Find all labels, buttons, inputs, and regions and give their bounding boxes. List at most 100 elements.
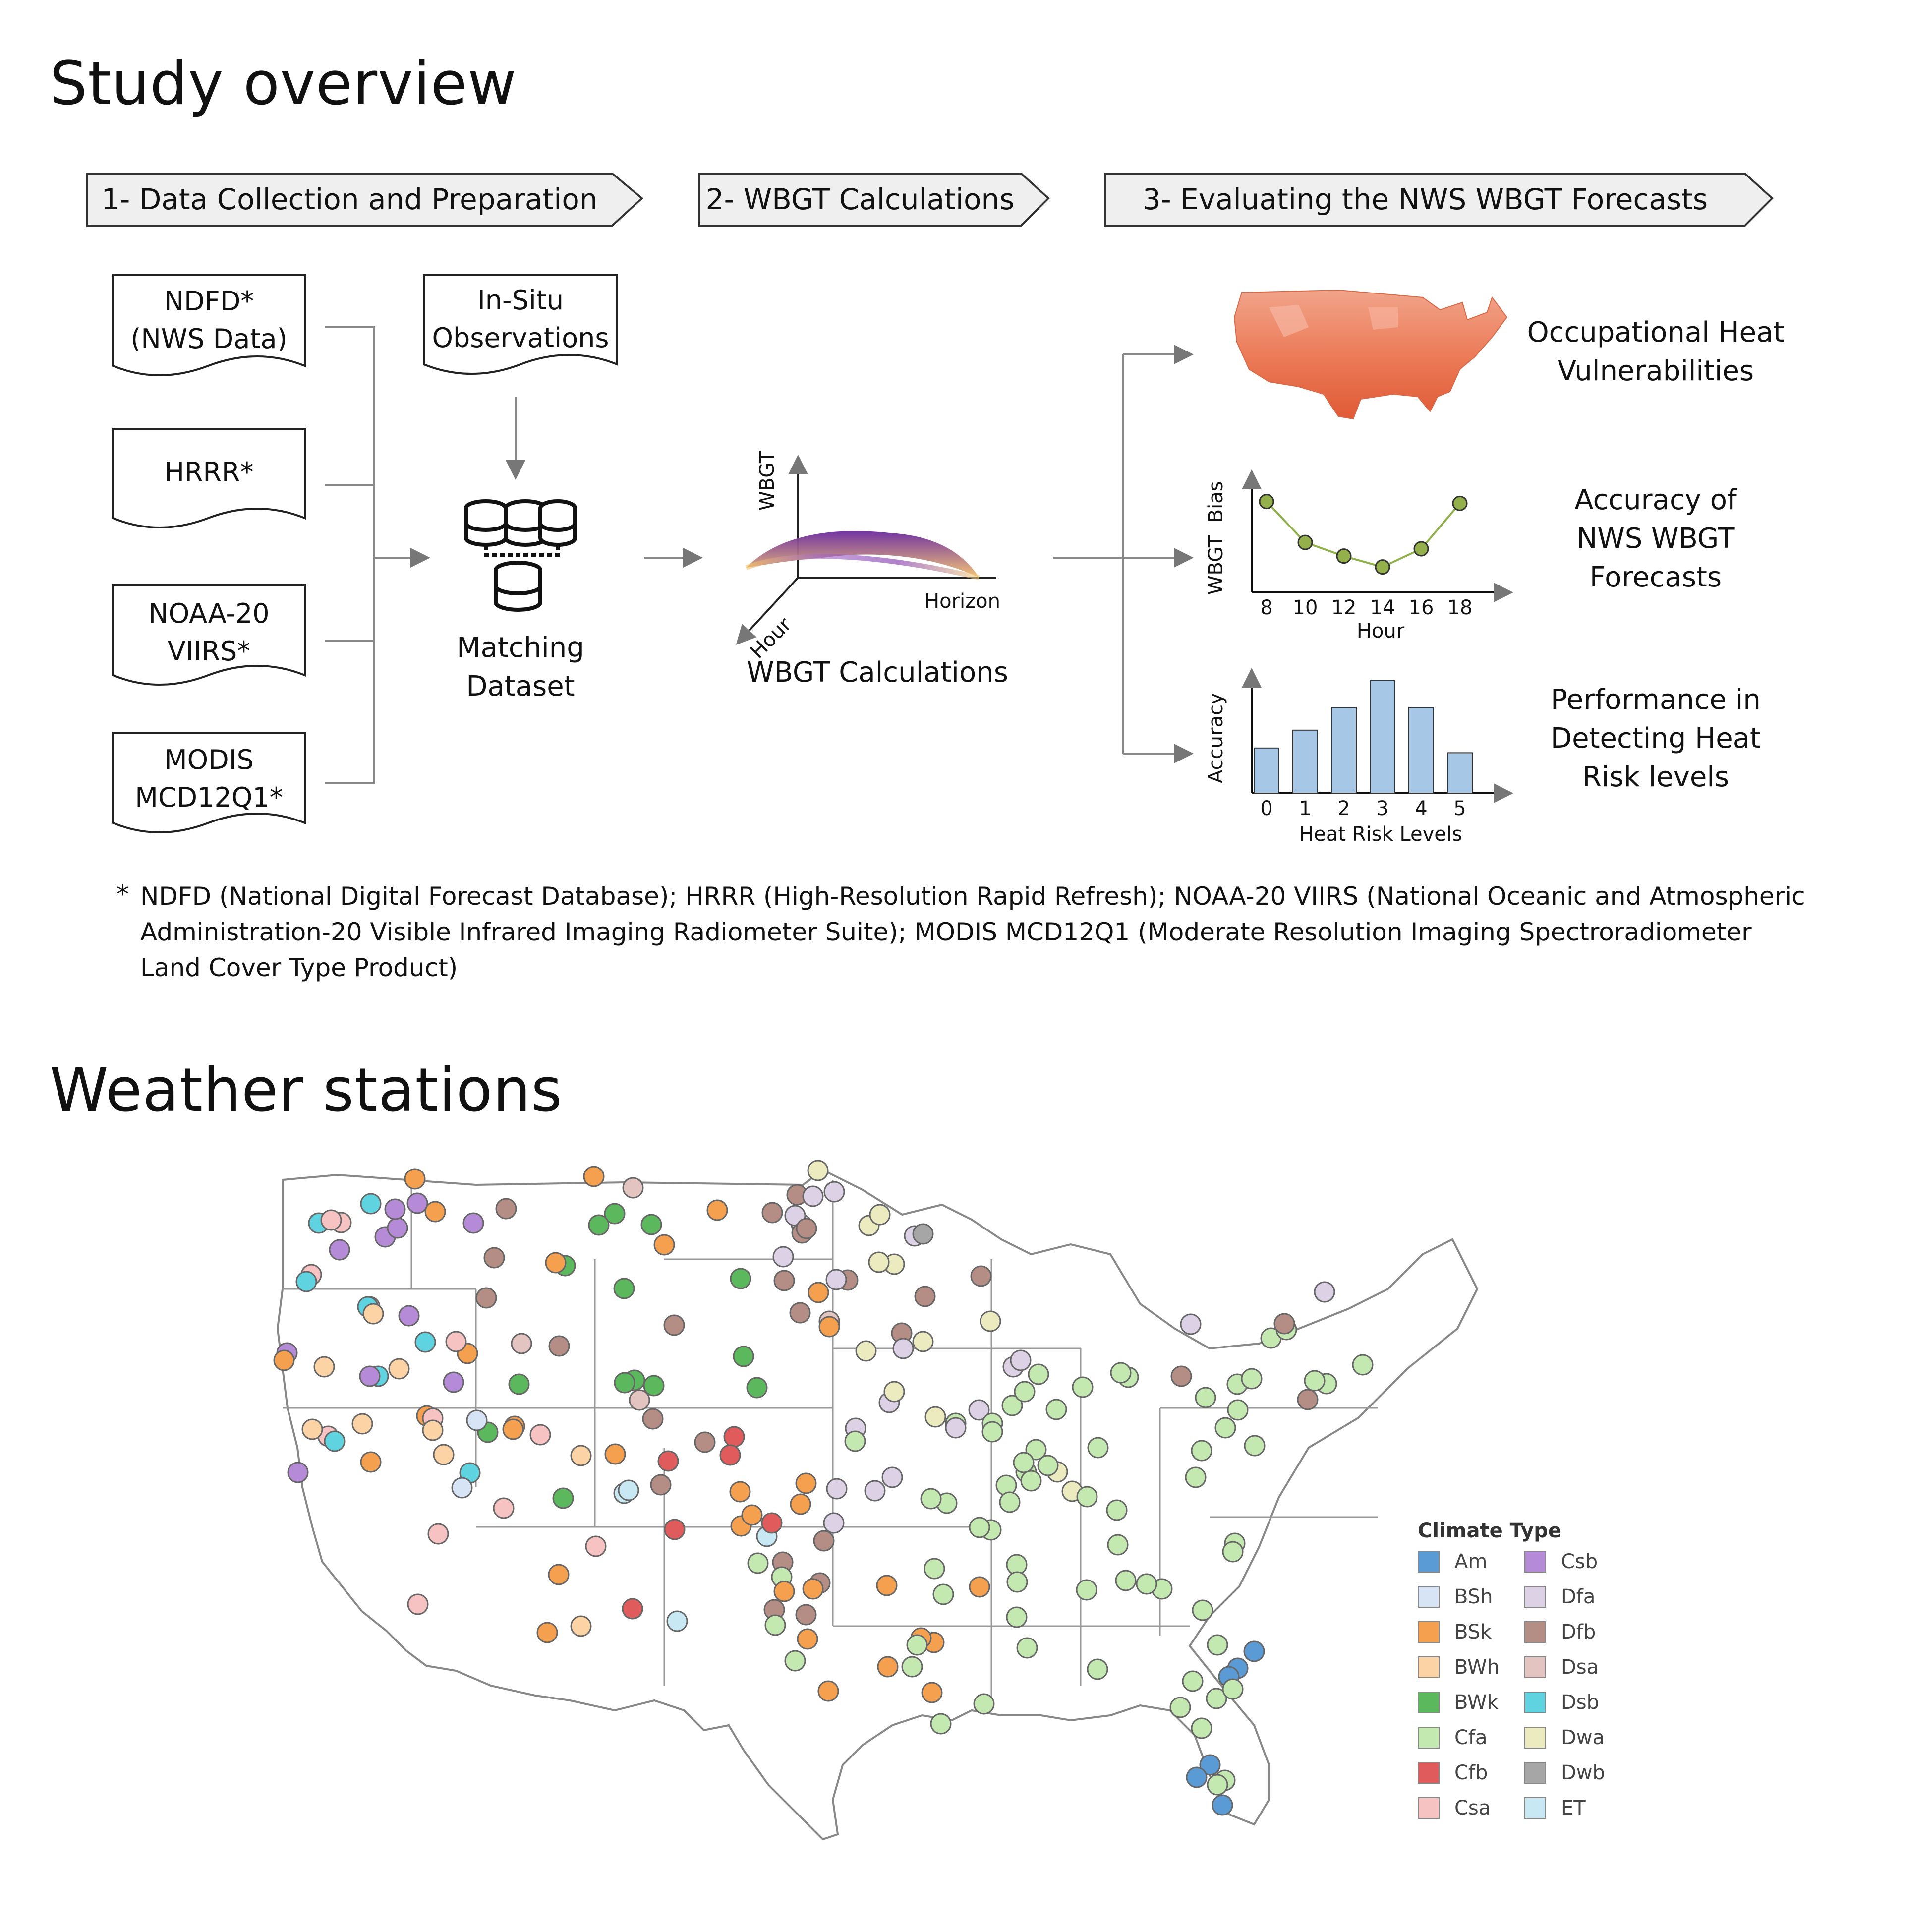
station-marker (585, 1535, 607, 1557)
station-marker (443, 1371, 464, 1393)
bias-chart-marks (1259, 494, 1468, 575)
legend-item: Dsb (1524, 1691, 1599, 1714)
station-marker (614, 1372, 635, 1394)
legend-item: Csa (1418, 1797, 1491, 1819)
source-insitu-line2: Observations (432, 322, 609, 353)
source-modis-detail: MCD12Q1* (135, 782, 283, 813)
station-marker (445, 1331, 467, 1352)
station-marker (981, 1421, 1003, 1443)
station-marker (273, 1349, 295, 1371)
station-marker (618, 1479, 639, 1501)
source-insitu: In-Situ Observations (424, 282, 617, 357)
legend-label: ET (1561, 1797, 1586, 1819)
accuracy-bar (1292, 729, 1318, 794)
bias-tick-label: 12 (1331, 596, 1357, 619)
station-marker (384, 1198, 406, 1220)
output-2-line2: NWS WBGT (1576, 523, 1735, 555)
wbgt-axis-y-label: WBGT (756, 451, 779, 511)
legend-item: Cfb (1418, 1761, 1488, 1784)
legend-title: Climate Type (1418, 1520, 1561, 1542)
station-marker (1191, 1440, 1212, 1462)
station-marker (920, 1488, 942, 1510)
legend-label: Csa (1454, 1797, 1491, 1819)
station-marker (1076, 1486, 1098, 1508)
legend-item: BWh (1418, 1656, 1500, 1679)
legend-swatch (1418, 1586, 1440, 1608)
station-marker (324, 1430, 346, 1452)
legend-swatch (1524, 1797, 1546, 1819)
station-marker (301, 1418, 323, 1440)
station-marker (404, 1168, 426, 1190)
station-marker (622, 1598, 643, 1620)
bias-tick-label: 18 (1447, 596, 1473, 619)
accuracy-tick-label: 4 (1415, 797, 1428, 820)
station-marker (844, 1430, 866, 1452)
station-marker (1006, 1571, 1028, 1593)
station-marker (823, 1181, 845, 1203)
station-marker (388, 1358, 410, 1380)
station-marker (973, 1693, 995, 1715)
station-marker (694, 1431, 716, 1453)
output-2-line1: Accuracy of (1574, 484, 1737, 516)
station-marker (495, 1198, 517, 1220)
station-marker (1192, 1599, 1213, 1621)
legend-item: BSk (1418, 1621, 1492, 1643)
station-marker (906, 1634, 928, 1656)
station-marker (1195, 1387, 1216, 1408)
station-marker (642, 1408, 664, 1430)
station-marker (773, 1581, 795, 1602)
station-marker (657, 1450, 679, 1472)
legend-swatch (1418, 1797, 1440, 1819)
station-marker (1045, 1399, 1067, 1420)
legend-swatch (1524, 1727, 1546, 1749)
station-marker (570, 1445, 592, 1466)
bias-line (1266, 501, 1461, 568)
accuracy-chart-marks (1254, 680, 1473, 794)
legend-label: Dwa (1561, 1726, 1605, 1749)
legend-label: BWh (1454, 1656, 1500, 1679)
station-marker (545, 1252, 567, 1274)
station-marker (1186, 1766, 1208, 1788)
accuracy-bar (1408, 707, 1434, 794)
stage-2-label: 2- WBGT Calculations (705, 182, 1015, 216)
station-marker (360, 1451, 382, 1473)
legend-item: Dfb (1524, 1621, 1596, 1643)
footnote-line2: Administration-20 Visible Infrared Imagi… (140, 918, 1752, 946)
station-marker (1013, 1452, 1035, 1473)
source-ndfd-name: NDFD* (164, 286, 254, 317)
station-marker (1115, 1570, 1137, 1591)
station-marker (329, 1239, 350, 1261)
legend-item: Dfa (1524, 1585, 1595, 1608)
bias-point (1336, 548, 1352, 564)
station-marker (706, 1199, 728, 1221)
accuracy-tick-label: 0 (1260, 797, 1273, 820)
station-marker (313, 1356, 335, 1378)
station-marker (921, 1682, 943, 1703)
station-marker (789, 1302, 811, 1324)
legend-swatch (1524, 1621, 1546, 1643)
station-marker (493, 1497, 515, 1519)
station-marker (414, 1331, 436, 1353)
footnote-line1: NDFD (National Digital Forecast Database… (140, 882, 1805, 911)
accuracy-bar (1370, 680, 1395, 794)
station-marker (1212, 1794, 1233, 1816)
source-insitu-line1: In-Situ (477, 285, 564, 316)
bias-chart-xlabel: Hour (1356, 620, 1405, 643)
station-marker (552, 1487, 574, 1509)
station-marker (583, 1166, 605, 1187)
station-marker (969, 1576, 990, 1598)
station-marker (511, 1333, 532, 1354)
station-marker (1243, 1640, 1265, 1662)
output-forecast-accuracy: Accuracy of NWS WBGT Forecasts (1517, 481, 1794, 597)
station-marker (773, 1270, 795, 1291)
output-1-line2: Vulnerabilities (1557, 355, 1754, 387)
station-marker (729, 1481, 751, 1503)
station-marker (883, 1381, 905, 1403)
station-marker (1199, 1754, 1221, 1776)
legend-label: Am (1454, 1550, 1488, 1573)
station-marker (1207, 1634, 1228, 1656)
legend-label: Cfa (1454, 1726, 1488, 1749)
wbgt-calc-caption: WBGT Calculations (747, 656, 1008, 689)
doc-shape-modis (112, 732, 306, 833)
station-marker (1222, 1541, 1244, 1563)
